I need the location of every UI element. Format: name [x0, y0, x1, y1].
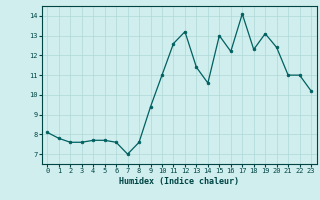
X-axis label: Humidex (Indice chaleur): Humidex (Indice chaleur): [119, 177, 239, 186]
